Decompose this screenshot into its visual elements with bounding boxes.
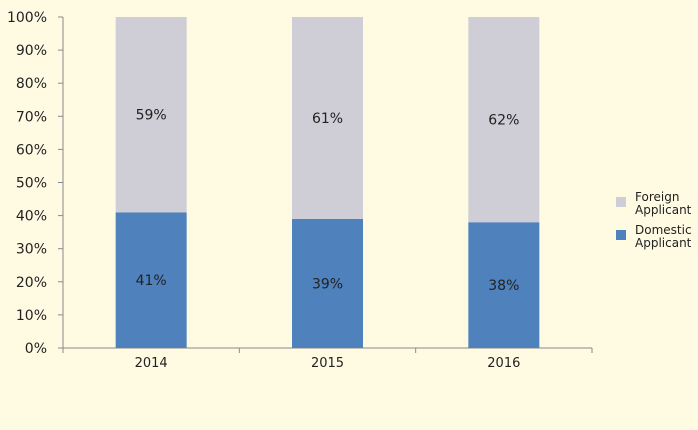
- x-tick-label: 2014: [135, 356, 168, 371]
- data-label-domestic: 39%: [312, 276, 343, 292]
- bar-domestic: [292, 218, 363, 348]
- x-tick-label: 2016: [487, 356, 520, 371]
- data-label-foreign: 61%: [312, 111, 343, 127]
- y-tick-label: 10%: [16, 308, 47, 324]
- data-label-foreign: 62%: [488, 113, 519, 129]
- y-tick-label: 40%: [16, 209, 47, 225]
- legend-swatch-domestic: [616, 230, 626, 240]
- data-label-domestic: 38%: [488, 278, 519, 294]
- y-tick-label: 20%: [16, 275, 47, 291]
- bar-foreign: [292, 17, 363, 219]
- bar-foreign: [468, 17, 540, 223]
- y-tick-label: 0%: [25, 341, 47, 357]
- x-axis: 2014 2015 2016: [62, 347, 593, 371]
- y-tick-label: 80%: [16, 76, 47, 92]
- bars: 41% 59% 39% 61% 38% 62%: [115, 17, 540, 348]
- x-tick-label: 2015: [311, 356, 344, 371]
- y-axis: 0% 10% 20% 30% 40% 50% 60% 70% 80% 90% 100%: [7, 10, 64, 357]
- legend-item-domestic: Domestic Applicant: [616, 224, 698, 250]
- y-tick-label: 100%: [7, 10, 47, 26]
- y-tick-label: 30%: [16, 242, 47, 258]
- y-tick-label: 50%: [16, 176, 47, 192]
- legend-swatch-foreign: [616, 197, 626, 207]
- y-tick-label: 60%: [16, 142, 47, 158]
- bar-foreign: [115, 17, 187, 213]
- y-tick-label: 70%: [16, 109, 47, 125]
- bar-domestic: [468, 222, 540, 348]
- data-label-domestic: 41%: [136, 273, 167, 289]
- y-tick-label: 90%: [16, 43, 47, 59]
- legend: Foreign Applicant Domestic Applicant: [616, 191, 698, 257]
- bar-domestic: [115, 212, 187, 348]
- legend-label-foreign: Foreign Applicant: [635, 190, 692, 217]
- data-label-foreign: 59%: [136, 108, 167, 124]
- legend-label-domestic: Domestic Applicant: [635, 223, 692, 250]
- legend-item-foreign: Foreign Applicant: [616, 191, 698, 217]
